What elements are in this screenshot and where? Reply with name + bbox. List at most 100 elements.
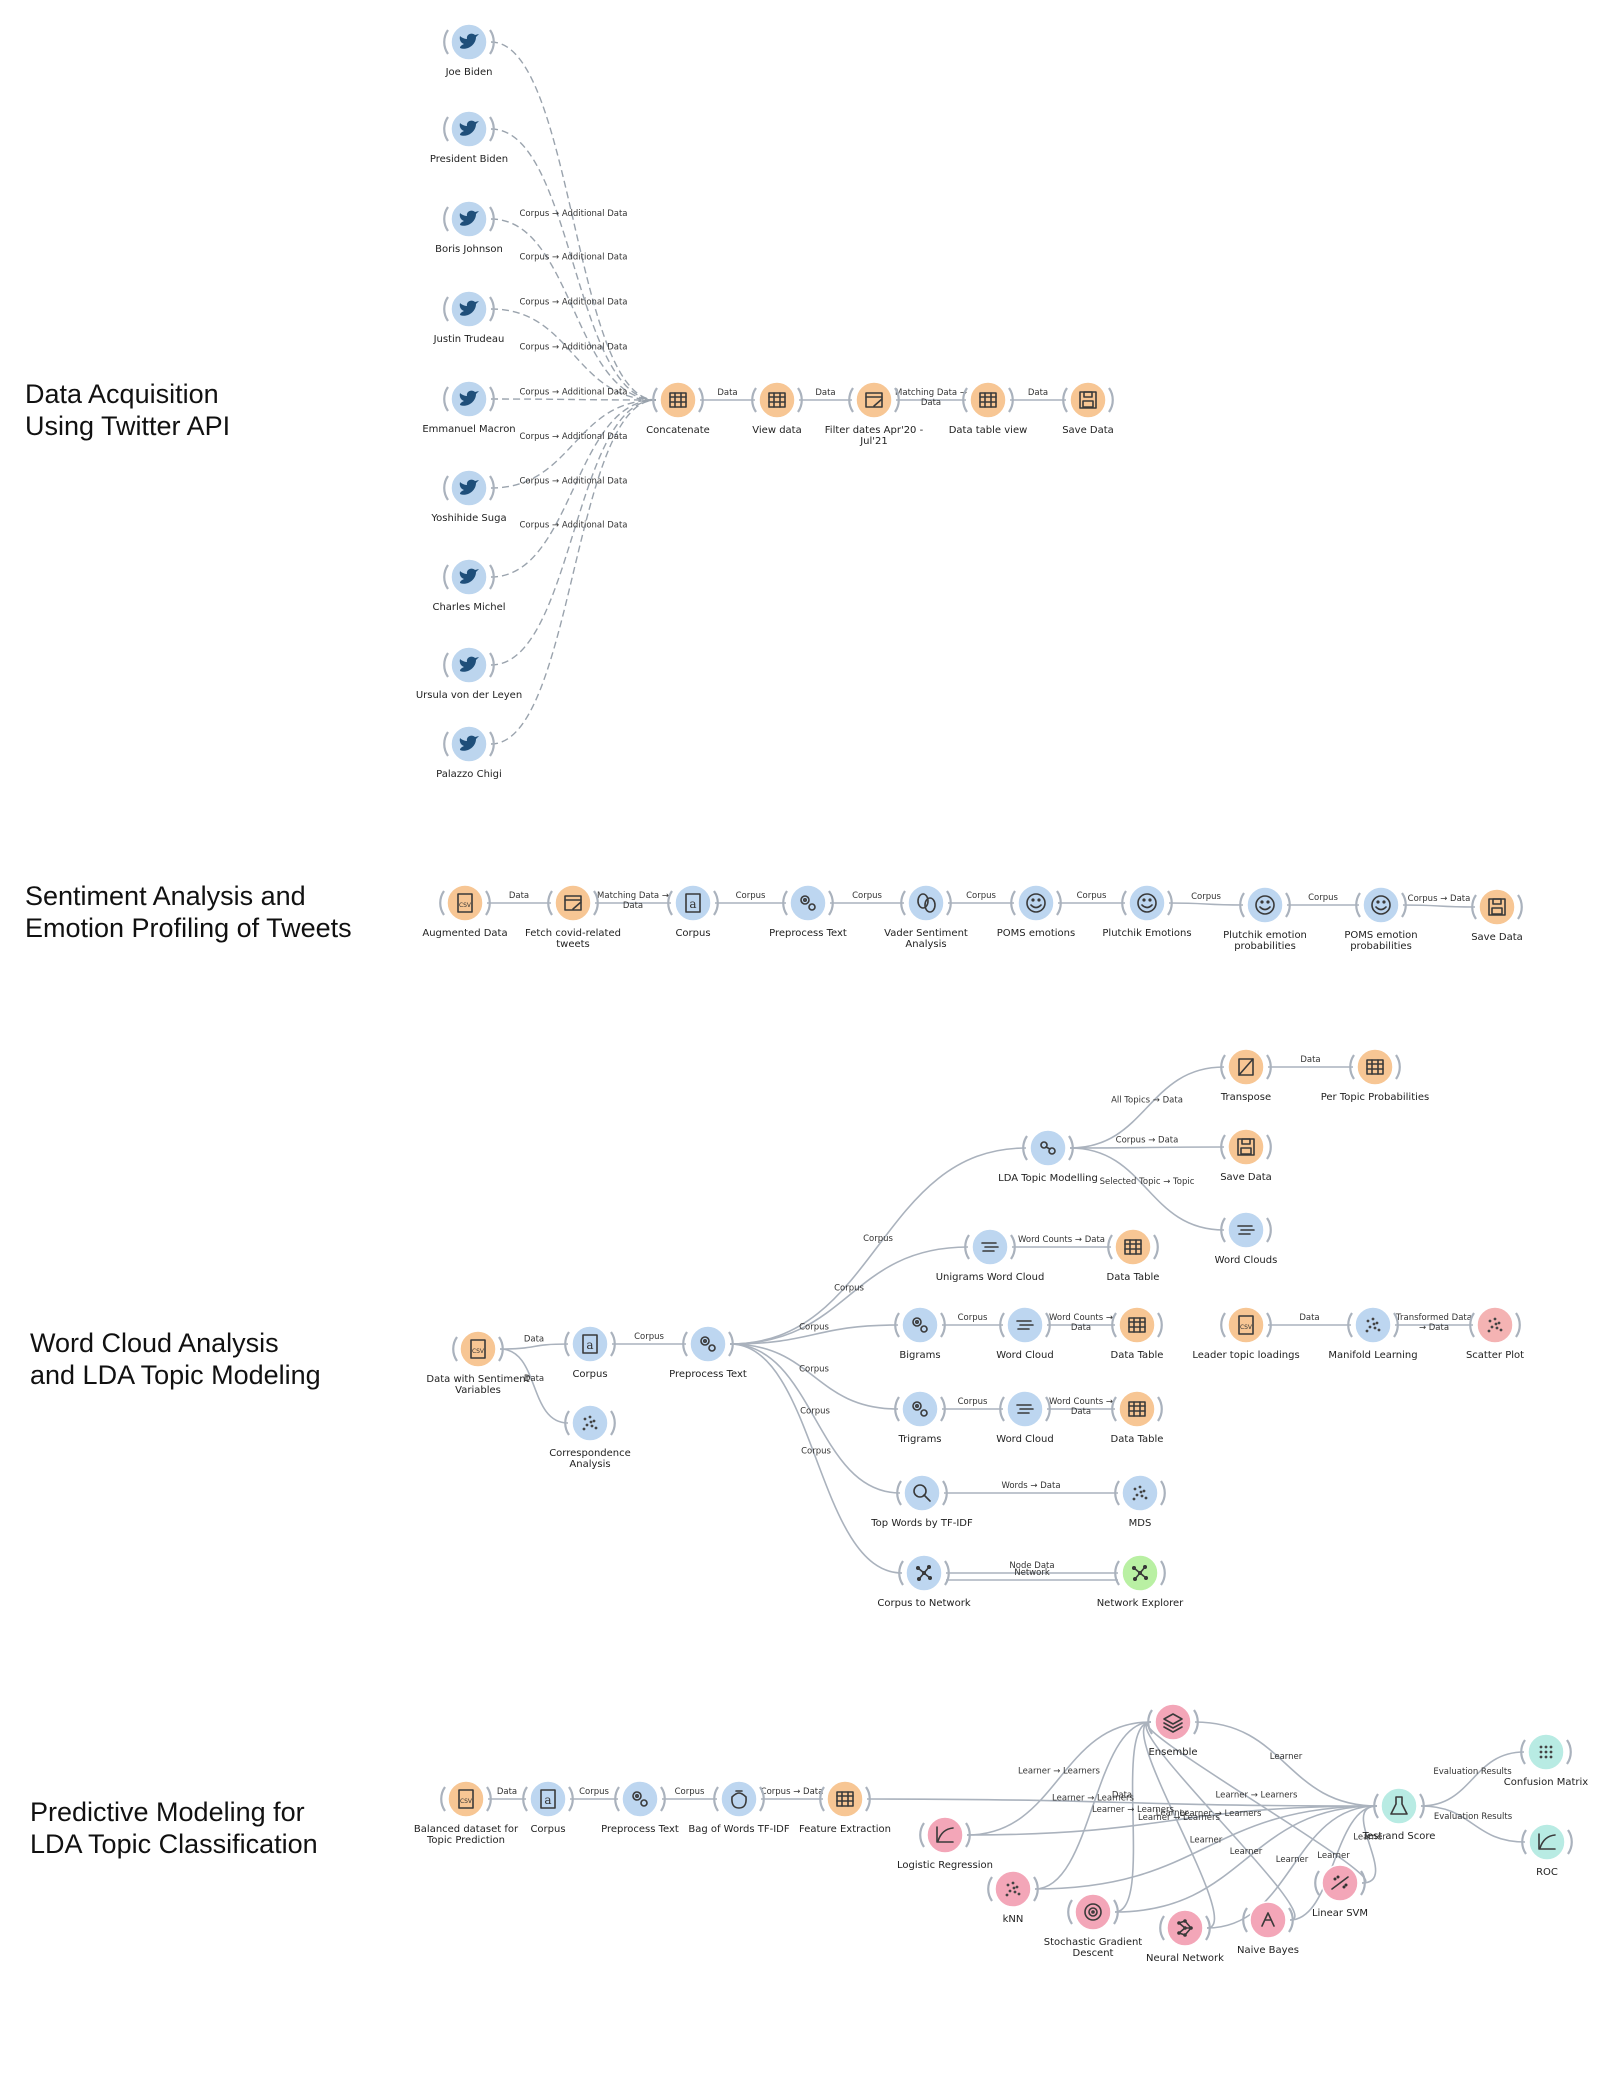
output-port[interactable] xyxy=(728,1331,734,1357)
link-nn-ens[interactable] xyxy=(1143,1721,1215,1929)
node-a3[interactable]: Boris Johnson xyxy=(435,200,503,255)
output-port[interactable] xyxy=(1285,892,1291,918)
node-big[interactable]: Bigrams xyxy=(894,1306,946,1361)
node-circle[interactable] xyxy=(1074,1893,1112,1931)
input-port[interactable] xyxy=(1159,1915,1165,1941)
link-a1-concat[interactable] xyxy=(490,41,657,401)
output-port[interactable] xyxy=(489,29,495,55)
node-circle[interactable] xyxy=(1354,1306,1392,1344)
node-knn[interactable]: kNN xyxy=(987,1870,1039,1925)
node-circle[interactable] xyxy=(529,1780,567,1818)
output-port[interactable] xyxy=(1153,1234,1159,1260)
output-port[interactable] xyxy=(568,1786,574,1812)
node-dt1[interactable]: Data Table xyxy=(1107,1228,1160,1283)
node-pomsp[interactable]: POMS emotion probabilities xyxy=(1344,886,1418,952)
node-circle[interactable] xyxy=(554,884,592,922)
output-port[interactable] xyxy=(940,1396,946,1422)
node-dtv[interactable]: Data table view xyxy=(949,381,1028,436)
output-port[interactable] xyxy=(1266,1217,1272,1243)
node-circle[interactable] xyxy=(1154,1703,1192,1741)
node-nn[interactable]: Neural Network xyxy=(1146,1909,1224,1964)
node-circle[interactable] xyxy=(1362,886,1400,924)
output-port[interactable] xyxy=(489,652,495,678)
output-port[interactable] xyxy=(946,890,952,916)
node-mds[interactable]: MDS xyxy=(1114,1474,1166,1529)
node-a7[interactable]: Charles Michel xyxy=(432,558,506,613)
output-port[interactable] xyxy=(759,1786,765,1812)
node-tri[interactable]: Trigrams xyxy=(894,1390,946,1445)
node-bow[interactable]: Bag of Words TF-IDF xyxy=(688,1780,790,1835)
link-a7-concat[interactable] xyxy=(490,399,657,578)
output-port[interactable] xyxy=(610,1331,616,1357)
output-port[interactable] xyxy=(1157,1396,1163,1422)
link-lr-ens[interactable] xyxy=(966,1721,1152,1836)
link-lda-wcl[interactable] xyxy=(1069,1147,1225,1231)
node-circle[interactable] xyxy=(720,1780,758,1818)
node-circle[interactable] xyxy=(571,1404,609,1442)
output-port[interactable] xyxy=(489,386,495,412)
input-port[interactable] xyxy=(443,731,449,757)
node-circle[interactable] xyxy=(826,1780,864,1818)
output-port[interactable] xyxy=(486,1786,492,1812)
input-port[interactable] xyxy=(1373,1793,1379,1819)
link-ts-roc[interactable] xyxy=(1420,1805,1526,1843)
link-ens-ts[interactable] xyxy=(1194,1721,1378,1807)
input-port[interactable] xyxy=(547,890,553,916)
output-port[interactable] xyxy=(489,206,495,232)
input-port[interactable] xyxy=(1121,890,1127,916)
output-port[interactable] xyxy=(894,387,900,413)
input-port[interactable] xyxy=(900,890,906,916)
output-port[interactable] xyxy=(489,564,495,590)
link-nn-ts[interactable] xyxy=(1206,1805,1378,1929)
node-fetch[interactable]: Fetch covid-related tweets xyxy=(525,884,621,950)
node-concat[interactable]: Concatenate xyxy=(646,381,710,436)
input-port[interactable] xyxy=(964,1234,970,1260)
input-port[interactable] xyxy=(443,386,449,412)
node-svm[interactable]: Linear SVM xyxy=(1312,1864,1368,1919)
input-port[interactable] xyxy=(1111,1396,1117,1422)
output-port[interactable] xyxy=(489,731,495,757)
node-circle[interactable] xyxy=(1128,884,1166,922)
output-port[interactable] xyxy=(489,296,495,322)
output-port[interactable] xyxy=(1395,1054,1401,1080)
link-dws-corp3[interactable] xyxy=(499,1343,569,1350)
output-port[interactable] xyxy=(828,890,834,916)
input-port[interactable] xyxy=(1107,1234,1113,1260)
link-pre3-uwc[interactable] xyxy=(729,1246,969,1345)
output-port[interactable] xyxy=(1567,1829,1573,1855)
link-lda-save3[interactable] xyxy=(1069,1146,1225,1149)
node-a2[interactable]: President Biden xyxy=(430,110,508,165)
output-port[interactable] xyxy=(713,890,719,916)
node-nex[interactable]: Network Explorer xyxy=(1097,1554,1184,1609)
input-port[interactable] xyxy=(848,387,854,413)
node-circle[interactable] xyxy=(1118,1306,1156,1344)
node-circle[interactable] xyxy=(571,1325,609,1363)
output-port[interactable] xyxy=(1010,1234,1016,1260)
input-port[interactable] xyxy=(1067,1899,1073,1925)
node-c2n[interactable]: Corpus to Network xyxy=(877,1554,971,1609)
input-port[interactable] xyxy=(1114,1480,1120,1506)
input-port[interactable] xyxy=(987,1876,993,1902)
input-port[interactable] xyxy=(1242,1907,1248,1933)
node-tfidf[interactable]: Top Words by TF-IDF xyxy=(870,1474,973,1529)
output-port[interactable] xyxy=(1167,890,1173,916)
node-circle[interactable] xyxy=(969,381,1007,419)
input-port[interactable] xyxy=(819,1786,825,1812)
output-port[interactable] xyxy=(1288,1907,1294,1933)
link-svm-ts[interactable] xyxy=(1361,1805,1378,1884)
node-circle[interactable] xyxy=(1227,1306,1265,1344)
node-ptp[interactable]: Per Topic Probabilities xyxy=(1321,1048,1430,1103)
node-plut[interactable]: Plutchik Emotions xyxy=(1102,884,1192,939)
node-bal[interactable]: CSV Balanced dataset for Topic Prediction xyxy=(414,1780,519,1846)
node-dt3[interactable]: Data Table xyxy=(1111,1390,1164,1445)
output-port[interactable] xyxy=(1008,387,1014,413)
node-circle[interactable] xyxy=(459,1330,497,1368)
link-knn-ts[interactable] xyxy=(1034,1805,1378,1890)
output-port[interactable] xyxy=(942,1480,948,1506)
link-lr-ts[interactable] xyxy=(966,1805,1378,1836)
node-cm[interactable]: Confusion Matrix xyxy=(1504,1733,1588,1788)
node-aug[interactable]: CSV Augmented Data xyxy=(422,884,508,939)
input-port[interactable] xyxy=(614,1786,620,1812)
link-plut-plutp[interactable] xyxy=(1168,902,1244,906)
